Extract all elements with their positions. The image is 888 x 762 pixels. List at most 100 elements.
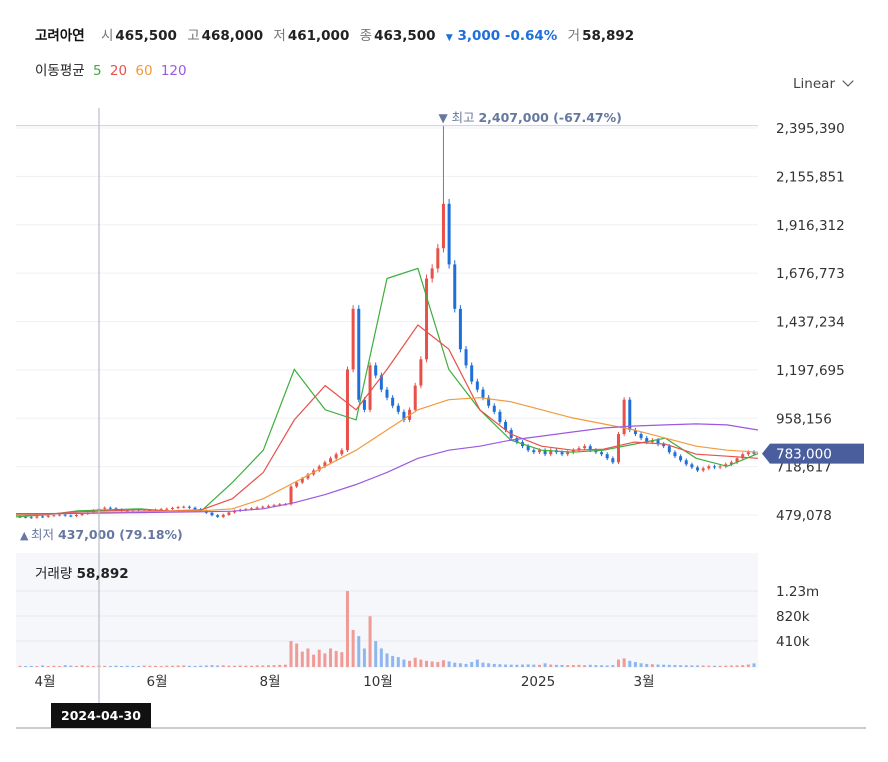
- candle-body: [295, 482, 299, 487]
- y-tick-label: 1,437,234: [776, 315, 845, 331]
- volume-bar: [447, 661, 451, 667]
- candle-body: [345, 369, 349, 451]
- ma-line-120: [16, 423, 759, 515]
- candle-body: [611, 458, 615, 463]
- volume-bar: [159, 665, 163, 667]
- volume-bar: [323, 653, 327, 667]
- candle-body: [385, 389, 389, 398]
- volume-bar: [154, 665, 158, 667]
- candle-body: [125, 510, 129, 512]
- candle-body: [165, 508, 169, 510]
- candle-body: [543, 450, 547, 455]
- volume-bar: [193, 665, 197, 667]
- candle-body: [379, 375, 383, 390]
- volume-bar: [227, 665, 231, 667]
- candle-body: [752, 452, 756, 454]
- volume-bar: [204, 665, 208, 667]
- volume-bar: [80, 665, 84, 667]
- volume-bar: [600, 665, 604, 667]
- volume-bar: [662, 664, 666, 667]
- volume-bar: [345, 591, 349, 667]
- volume-bar: [453, 662, 457, 667]
- candle-body: [628, 399, 632, 430]
- scale-select[interactable]: Linear: [793, 75, 854, 92]
- ma-5[interactable]: 5: [92, 63, 102, 79]
- candle-body: [707, 466, 711, 469]
- candle-body: [176, 507, 180, 509]
- volume-bar: [588, 664, 592, 667]
- candle-body: [35, 516, 39, 518]
- candle-body: [441, 203, 445, 249]
- crosshair-date-label: 2024-04-30: [51, 703, 151, 728]
- candle-body: [329, 458, 333, 463]
- ma-20[interactable]: 20: [109, 63, 128, 79]
- high-marker-value: 2,407,000 (-67.47%): [478, 110, 621, 125]
- volume-bar: [238, 665, 242, 667]
- candle-body: [103, 507, 107, 509]
- y-tick-label: 718,617: [776, 460, 832, 476]
- volume-bar: [24, 666, 28, 667]
- candle-body: [673, 452, 677, 457]
- volume-bar: [509, 664, 513, 667]
- volume-bar: [289, 641, 293, 667]
- candle-body: [526, 446, 530, 451]
- moving-average-label: 이동평균: [35, 63, 85, 79]
- candle-body: [249, 508, 253, 510]
- volume-bar: [430, 661, 434, 667]
- candle-body: [210, 512, 214, 516]
- volume-bar: [707, 665, 711, 667]
- volume-bar: [63, 665, 67, 667]
- volume-bar: [571, 665, 575, 667]
- candle-body: [515, 438, 519, 443]
- low-marker-value: 437,000 (79.18%): [58, 527, 183, 542]
- y-tick-label: 2,395,390: [776, 121, 845, 137]
- volume-bar: [673, 664, 677, 667]
- candle-body: [272, 505, 276, 507]
- candle-body: [368, 365, 372, 410]
- x-tick-label: 2025: [521, 674, 555, 690]
- volume-bar: [385, 653, 389, 667]
- volume-bar: [464, 663, 468, 667]
- candle-body: [430, 268, 434, 279]
- volume-bar: [622, 658, 626, 667]
- volume-bar: [176, 665, 180, 667]
- volume-bar: [142, 665, 146, 667]
- candle-body: [362, 399, 366, 410]
- volume-bar: [492, 663, 496, 667]
- candle-body: [266, 505, 270, 507]
- candle-body: [221, 514, 225, 517]
- candle-body: [645, 438, 649, 443]
- candle-body: [227, 512, 231, 515]
- volume-bar: [746, 664, 750, 667]
- candle-body: [357, 308, 361, 400]
- low-marker-prefix: 최저: [31, 527, 54, 542]
- volume-bar: [639, 663, 643, 667]
- volume-bar: [125, 665, 129, 667]
- volume-bar: [216, 665, 220, 667]
- ma-60[interactable]: 60: [135, 63, 153, 79]
- candle-body: [187, 506, 191, 508]
- volume-bar: [611, 665, 615, 667]
- volume-bar: [515, 664, 519, 667]
- volume-bar: [684, 665, 688, 667]
- volume-panel-background: [16, 553, 758, 668]
- volume-bar: [170, 665, 174, 667]
- volume-bar: [46, 666, 50, 667]
- volume-bar: [537, 664, 541, 667]
- volume-bar: [521, 664, 525, 667]
- ma-120[interactable]: 120: [160, 63, 187, 79]
- volume-bar: [616, 659, 620, 667]
- candle-body: [633, 429, 637, 435]
- volume-bar: [645, 663, 649, 667]
- candle-body: [334, 454, 338, 459]
- candle-body: [52, 515, 56, 517]
- volume-bar: [334, 650, 338, 667]
- volume-bar: [165, 665, 169, 667]
- volume-tick-label: 410k: [776, 634, 810, 650]
- volume-bar: [329, 648, 333, 667]
- candle-body: [216, 515, 220, 517]
- candle-body: [588, 446, 592, 451]
- x-tick-label: 6월: [146, 674, 167, 690]
- candle-body: [114, 508, 118, 510]
